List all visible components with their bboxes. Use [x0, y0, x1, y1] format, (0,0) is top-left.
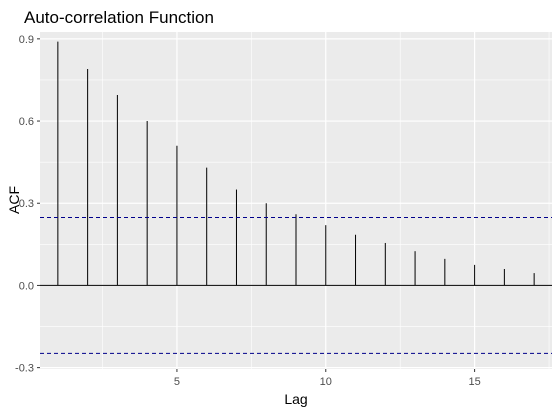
y-tick-label: 0.6 [19, 116, 34, 128]
acf-bars [57, 41, 535, 286]
y-tick-label: -0.3 [15, 363, 34, 375]
chart-title: Auto-correlation Function [24, 8, 214, 27]
y-tick-label: 0.3 [19, 198, 34, 210]
y-tick-label: 0.9 [19, 34, 34, 46]
x-axis-title: Lag [284, 391, 307, 407]
y-axis: -0.3 0.0 0.3 0.6 0.9 [15, 34, 40, 375]
confidence-bounds [40, 216, 552, 354]
x-tick-label: 15 [468, 376, 480, 388]
x-axis: 5 10 15 [174, 369, 481, 388]
x-tick-label: 5 [174, 376, 180, 388]
y-tick-label: 0.0 [19, 280, 34, 292]
x-tick-label: 10 [320, 376, 332, 388]
plot-panel [40, 32, 552, 369]
y-axis-title: ACF [6, 186, 22, 214]
